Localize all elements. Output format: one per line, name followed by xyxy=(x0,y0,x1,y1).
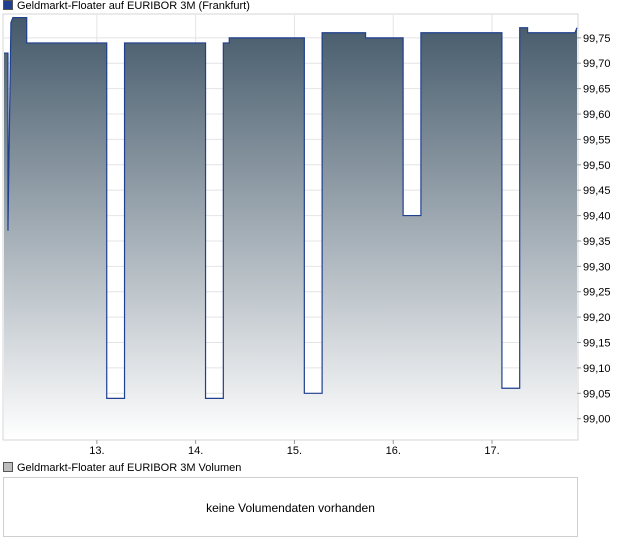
y-tick-label: 99,35 xyxy=(583,236,611,248)
y-tick-label: 99,50 xyxy=(583,160,611,172)
y-tick-label: 99,75 xyxy=(583,33,611,45)
price-legend-swatch xyxy=(3,0,13,10)
y-tick-label: 99,60 xyxy=(583,109,611,121)
y-tick-label: 99,30 xyxy=(583,261,611,273)
y-tick-label: 99,55 xyxy=(583,134,611,146)
x-tick-label: 14. xyxy=(188,445,203,457)
y-tick-label: 99,05 xyxy=(583,388,611,400)
y-tick-label: 99,15 xyxy=(583,338,611,350)
y-tick-label: 99,10 xyxy=(583,363,611,375)
x-tick-label: 13. xyxy=(89,445,104,457)
y-tick-label: 99,20 xyxy=(583,312,611,324)
y-tick-label: 99,40 xyxy=(583,211,611,223)
price-line xyxy=(4,16,578,399)
y-tick-label: 99,45 xyxy=(583,185,611,197)
volume-legend: Geldmarkt-Floater auf EURIBOR 3M Volumen xyxy=(3,462,241,475)
price-legend-label: Geldmarkt-Floater auf EURIBOR 3M (Frankf… xyxy=(17,0,250,12)
price-area xyxy=(4,17,577,439)
x-tick-label: 17. xyxy=(484,445,499,457)
x-tick-label: 16. xyxy=(386,445,401,457)
volume-legend-label: Geldmarkt-Floater auf EURIBOR 3M Volumen xyxy=(17,462,242,474)
y-axis-ticks: 99,00 99,05 99,10 99,15 99,20 99,25 99,30 99,35… xyxy=(577,33,611,426)
price-chart: 99,00 99,05 99,10 99,15 99,20 99,25 99,30 99,35… xyxy=(2,13,611,457)
volume-legend-swatch xyxy=(3,462,13,472)
x-tick-label: 15. xyxy=(287,445,302,457)
y-tick-label: 99,70 xyxy=(583,58,611,70)
y-tick-label: 99,65 xyxy=(583,84,611,96)
volume-empty-message: keine Volumendaten vorhanden xyxy=(206,501,375,515)
y-tick-label: 99,25 xyxy=(583,287,611,299)
y-tick-label: 99,00 xyxy=(583,414,611,426)
volume-panel: keine Volumendaten vorhanden xyxy=(3,477,578,537)
x-axis-ticks: 13. 14. 15. 16. 17. xyxy=(89,440,500,457)
price-legend: Geldmarkt-Floater auf EURIBOR 3M (Frankf… xyxy=(3,0,250,13)
